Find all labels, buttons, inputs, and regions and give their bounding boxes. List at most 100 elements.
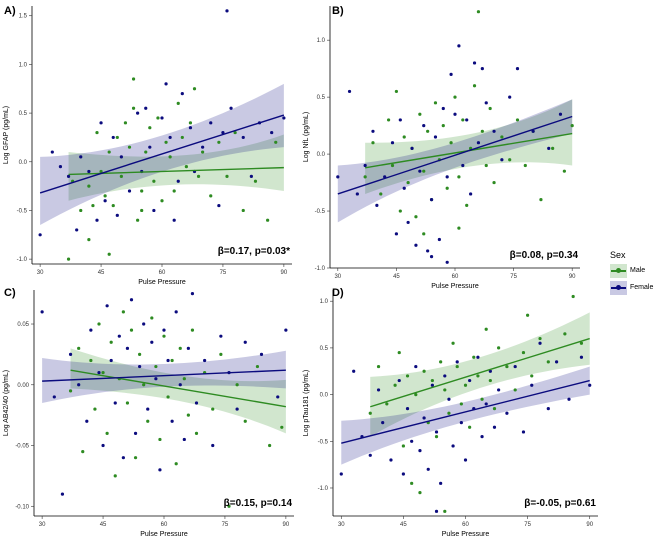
data-point-male	[233, 130, 237, 135]
data-point-male	[109, 340, 113, 344]
data-point-male	[123, 121, 128, 125]
data-point-male	[180, 135, 184, 140]
data-point-male	[426, 129, 430, 133]
y-tick-label: 0.00	[17, 383, 29, 389]
data-point-male	[227, 504, 231, 508]
data-point-female	[394, 232, 399, 236]
x-tick-label: 60	[161, 522, 168, 528]
data-point-female	[459, 421, 463, 425]
data-point-female	[476, 141, 481, 145]
data-point-male	[129, 328, 134, 332]
data-point-male	[68, 389, 73, 393]
data-point-male	[443, 388, 447, 392]
data-point-male	[563, 332, 567, 336]
data-point-male	[397, 350, 401, 355]
data-point-female	[221, 130, 225, 135]
legend-item-male: Male	[610, 262, 668, 279]
data-point-female	[405, 407, 410, 411]
data-point-male	[152, 179, 156, 183]
data-point-male	[97, 322, 101, 326]
data-point-female	[148, 145, 152, 149]
data-point-female	[531, 129, 535, 133]
data-point-male	[447, 411, 451, 415]
plot-area	[38, 9, 286, 261]
y-tick-label: -0.05	[15, 444, 29, 450]
data-point-male	[539, 198, 543, 202]
data-point-female	[371, 129, 375, 133]
data-point-female	[180, 92, 184, 96]
data-point-female	[166, 358, 170, 363]
data-point-male	[551, 146, 555, 150]
data-point-female	[85, 419, 89, 423]
plot-area	[339, 294, 592, 513]
data-point-male	[188, 121, 193, 125]
x-tick-label: 75	[222, 522, 229, 528]
data-point-male	[468, 425, 472, 429]
data-point-female	[162, 328, 166, 332]
data-point-female	[182, 437, 186, 442]
legend-label-female: Female	[630, 284, 654, 291]
data-point-female	[50, 150, 54, 154]
data-point-male	[142, 383, 146, 387]
panel-1: A) 30 45 60 75 90 -1.0 -0.5 0.0 0.5 1.0 1.5 Pulse Pr…	[3, 5, 292, 286]
data-point-female	[410, 439, 414, 443]
fit-line-male	[68, 166, 284, 176]
data-point-female	[115, 213, 119, 217]
data-point-male	[422, 169, 426, 173]
data-point-female	[469, 192, 473, 196]
data-point-male	[266, 218, 270, 222]
data-point-male	[406, 180, 410, 185]
data-point-female	[190, 292, 195, 296]
data-point-male	[178, 346, 182, 350]
data-point-male	[394, 89, 399, 94]
y-tick-label: -0.10	[15, 504, 29, 510]
confidence-band-female	[42, 350, 286, 403]
data-point-female	[203, 358, 207, 363]
data-point-female	[339, 472, 343, 476]
data-point-male	[451, 341, 455, 345]
confidence-band-male	[370, 312, 590, 437]
data-point-male	[492, 180, 496, 185]
panel-label: C)	[4, 287, 16, 299]
data-point-female	[363, 163, 367, 168]
legend-key-female	[610, 280, 627, 295]
data-point-male	[268, 443, 272, 448]
panel-label: A)	[4, 5, 16, 17]
data-point-male	[441, 124, 445, 128]
data-point-female	[152, 208, 156, 213]
x-tick-label: 75	[220, 270, 227, 276]
data-point-female	[461, 163, 465, 168]
fit-line-female	[42, 369, 286, 382]
legend-label-male: Male	[630, 267, 646, 274]
data-point-male	[274, 140, 278, 144]
data-point-male	[146, 419, 150, 423]
data-point-female	[508, 95, 512, 99]
data-point-female	[119, 155, 123, 159]
data-point-male	[79, 208, 83, 213]
legend-item-female: Female	[610, 279, 668, 296]
data-point-female	[174, 310, 178, 314]
data-point-female	[402, 186, 406, 190]
data-point-female	[127, 189, 132, 193]
data-point-male	[433, 101, 438, 105]
data-point-male	[107, 150, 111, 154]
data-point-male	[156, 116, 160, 120]
data-point-male	[523, 163, 527, 168]
data-point-female	[426, 467, 430, 471]
data-point-female	[38, 233, 42, 237]
data-point-female	[150, 340, 154, 344]
data-point-male	[253, 179, 258, 183]
data-point-male	[402, 135, 406, 139]
data-point-female	[515, 67, 520, 71]
data-point-female	[109, 358, 113, 363]
data-point-male	[488, 106, 492, 111]
data-point-female	[422, 124, 426, 128]
data-point-male	[243, 419, 247, 423]
y-tick-label: 1.0	[317, 38, 326, 44]
data-point-female	[158, 468, 162, 472]
data-point-male	[513, 388, 517, 392]
data-point-male	[119, 174, 123, 178]
data-point-female	[58, 165, 63, 169]
data-point-male	[182, 377, 186, 381]
